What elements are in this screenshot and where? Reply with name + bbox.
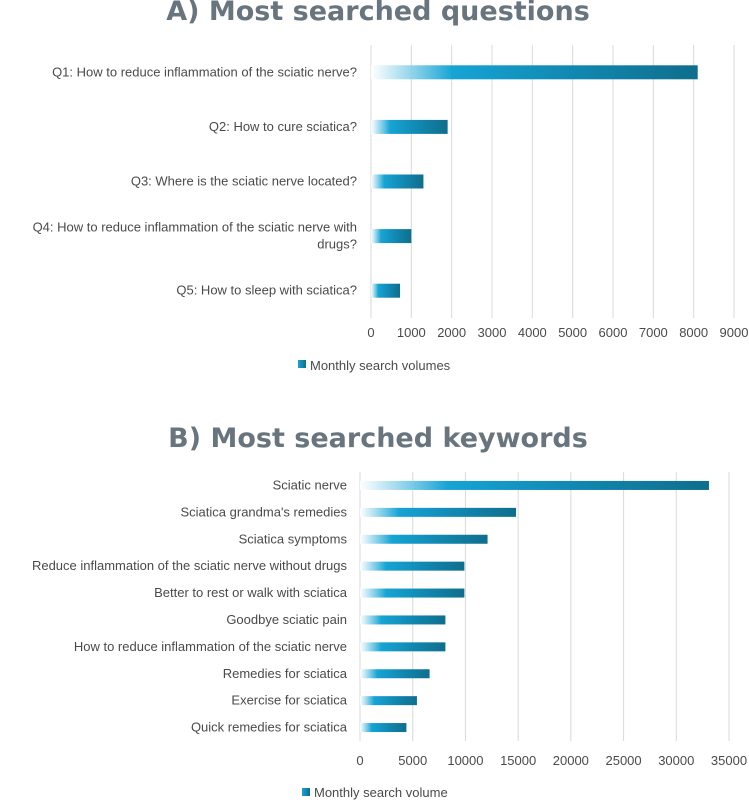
chart-a-legend: Monthly search volumes [298, 358, 451, 373]
chart-a-xtick-label: 1000 [397, 325, 426, 340]
chart-a-category-label: Q2: How to cure sciatica? [209, 119, 357, 134]
chart-a-bar [371, 229, 412, 244]
chart-a-legend-swatch [298, 360, 306, 368]
chart-a-bar [371, 174, 424, 189]
chart-b-plot: 0 5000 10000 15000 20000 25000 30000 35000 Sciat… [32, 472, 747, 768]
chart-a-xtick-label: 3000 [478, 325, 507, 340]
chart-a-xtick-label: 6000 [599, 325, 628, 340]
chart-b-xtick-label: 25000 [605, 753, 641, 768]
chart-a-category-label: drugs? [317, 237, 357, 252]
chart-a-xtick-label: 7000 [639, 325, 668, 340]
chart-b-bar [360, 615, 446, 625]
chart-b-bar [360, 723, 407, 733]
chart-b-category-label: Better to rest or walk with sciatica [154, 585, 348, 600]
chart-b-category-label: Exercise for sciatica [231, 693, 347, 708]
chart-b-category-label: Sciatica grandma's remedies [181, 504, 348, 519]
chart-b-category-label: Reduce inflammation of the sciatic nerve… [32, 558, 348, 573]
chart-a-bar [371, 283, 401, 298]
chart-b-xtick-label: 10000 [447, 753, 483, 768]
chart-b-bar [360, 534, 488, 544]
chart-a-category-label: Q3: Where is the sciatic nerve located? [131, 174, 357, 189]
chart-b-xtick-label: 5000 [398, 753, 427, 768]
chart-b-category-label: Sciatic nerve [273, 477, 347, 492]
chart-a-plot: 0 1000 2000 3000 4000 5000 6000 7000 8000 9000 Q1:… [33, 45, 749, 340]
chart-b-xtick-label: 15000 [500, 753, 536, 768]
chart-a-xtick-label: 5000 [558, 325, 587, 340]
chart-a-legend-label: Monthly search volumes [310, 358, 451, 373]
chart-b-bar [360, 507, 517, 517]
chart-a-category-label: Q1: How to reduce inflammation of the sc… [52, 64, 357, 79]
chart-b-category-label: Sciatica symptoms [239, 531, 348, 546]
chart-b-legend: Monthly search volume [302, 785, 448, 800]
chart-b-title: B) Most searched keywords [168, 423, 588, 454]
chart-a-xtick-label: 0 [367, 325, 374, 340]
chart-b-bar [360, 561, 465, 571]
chart-b-bar [360, 588, 465, 598]
chart-b-bar [360, 480, 709, 490]
chart-b-bar [360, 696, 417, 706]
chart-b-xtick-label: 20000 [553, 753, 589, 768]
chart-b-category-label: How to reduce inflammation of the sciati… [74, 639, 347, 654]
chart-b-xtick-label: 0 [356, 753, 363, 768]
chart-a-category-label: Q4: How to reduce inflammation of the sc… [33, 220, 357, 235]
chart-a-xtick-label: 9000 [720, 325, 749, 340]
chart-a-xtick-label: 8000 [679, 325, 708, 340]
chart-b-xtick-label: 30000 [658, 753, 694, 768]
chart-b-category-label: Goodbye sciatic pain [226, 612, 347, 627]
chart-a-xtick-label: 4000 [518, 325, 547, 340]
chart-b-bar [360, 669, 430, 679]
chart-a-bar [371, 65, 698, 80]
chart-b-category-label: Remedies for sciatica [223, 666, 348, 681]
chart-a-bar [371, 119, 448, 134]
chart-b-legend-label: Monthly search volume [314, 785, 448, 800]
chart-a-title: A) Most searched questions [166, 0, 590, 27]
chart-b-legend-swatch [302, 788, 310, 796]
chart-b-category-label: Quick remedies for sciatica [191, 720, 348, 735]
chart-b-xtick-label: 35000 [711, 753, 747, 768]
chart-b-bar [360, 642, 446, 652]
chart-a-category-label: Q5: How to sleep with sciatica? [176, 283, 357, 298]
chart-a-xtick-label: 2000 [437, 325, 466, 340]
